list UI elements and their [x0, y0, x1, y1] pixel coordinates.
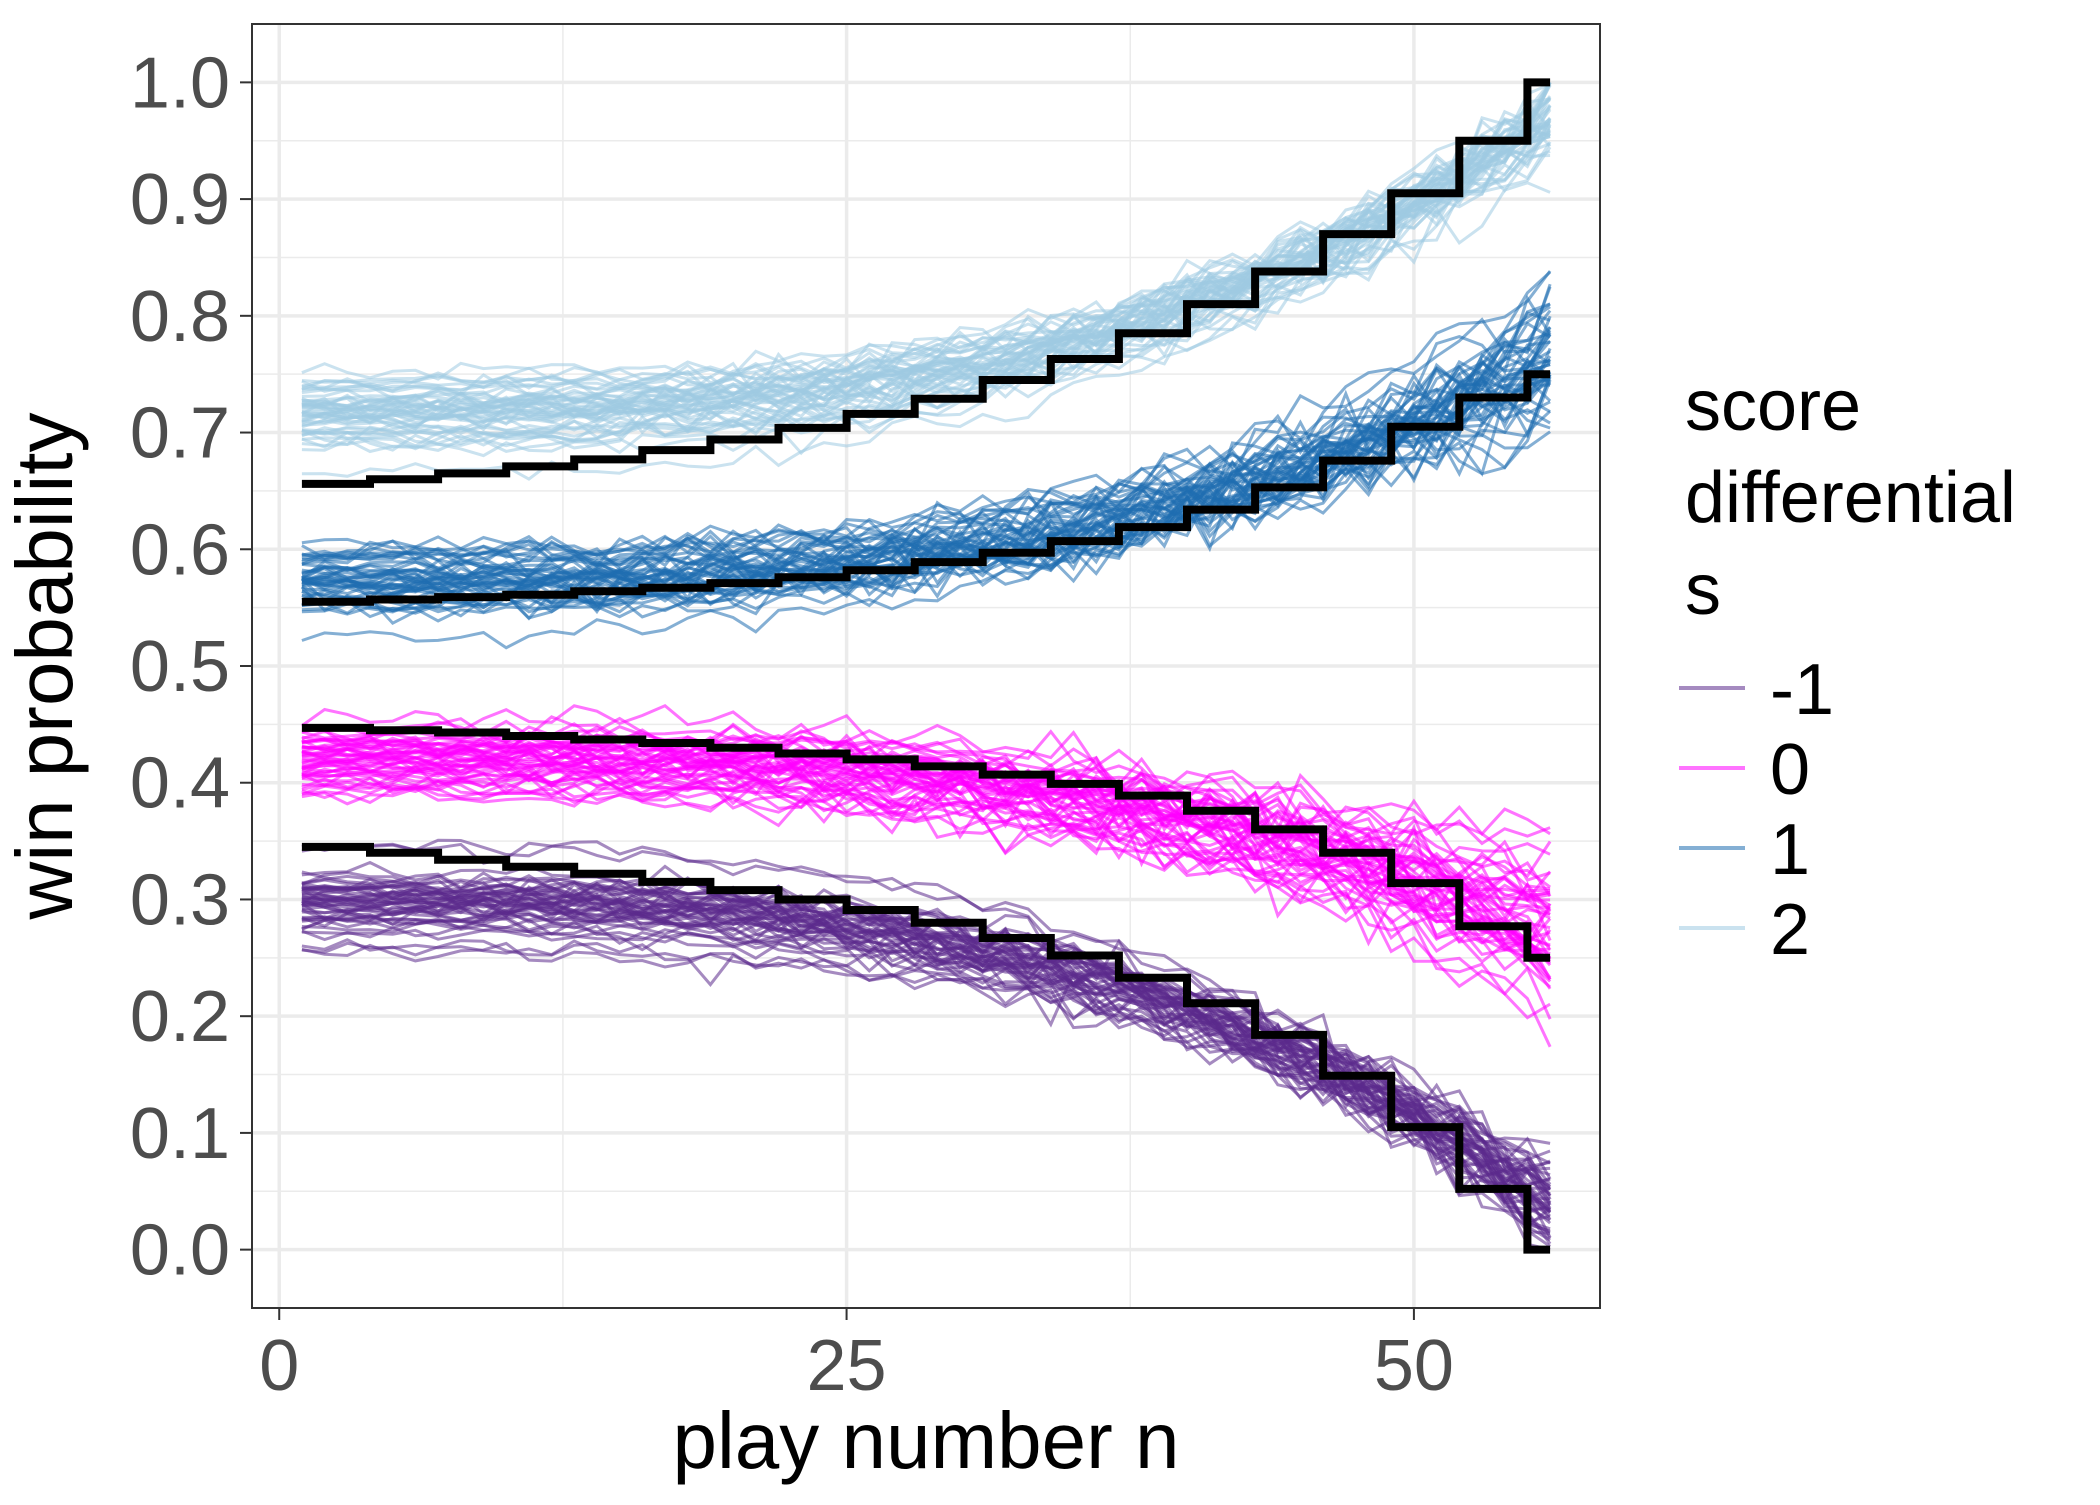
true-step-line-s2 [301, 78, 1551, 488]
x-axis-title: play number n [673, 1396, 1180, 1485]
sim-line-s0 [301, 756, 1552, 1048]
true-step-line-s1 [301, 370, 1551, 606]
sim-line-s0 [301, 737, 1551, 948]
sim-line-s2 [301, 81, 1552, 394]
true-step-line-s0 [301, 723, 1551, 962]
axis-layer: 0.0 0.1 0.2 0.3 0.4 0.5 0.6 0.7 0.8 0.9 1.0 0 25 50 [130, 43, 1454, 1406]
legend-label-s2: 2 [1770, 890, 1810, 970]
sim-line-s-1 [301, 941, 1552, 1225]
x-tick-label: 50 [1374, 1326, 1454, 1406]
sim-line-s-1 [301, 895, 1551, 1177]
sim-line-s0 [301, 703, 1552, 990]
y-tick-label: 0.8 [130, 277, 230, 357]
legend-title-line: score [1685, 366, 1861, 446]
sim-line-s-1 [301, 881, 1551, 1205]
y-tick-label: 0.2 [130, 977, 230, 1057]
y-tick-label: 0.7 [130, 394, 230, 474]
y-tick-label: 0.6 [130, 510, 230, 590]
sim-line-s2 [301, 81, 1552, 402]
x-tick-label: 25 [807, 1326, 887, 1406]
sim-line-s-1 [301, 892, 1552, 1221]
legend-title-line: differential [1685, 458, 2016, 538]
sim-line-s2 [301, 98, 1551, 439]
sim-line-s-1 [301, 925, 1552, 1206]
sim-line-s1 [301, 294, 1552, 571]
y-tick-label: 0.4 [130, 744, 230, 824]
y-tick-label: 1.0 [130, 43, 230, 123]
sim-line-s-1 [301, 899, 1552, 1186]
sim-line-s1 [300, 363, 1551, 603]
sim-line-s1 [301, 370, 1552, 558]
true-win-probability-layer [301, 78, 1551, 1254]
y-tick-label: 0.9 [130, 160, 230, 240]
y-tick-label: 0.0 [130, 1211, 230, 1291]
y-tick-label: 0.1 [130, 1094, 230, 1174]
legend-label-s1: 1 [1770, 810, 1810, 890]
sim-line-s0 [301, 771, 1552, 1020]
legend-title-line: s [1685, 550, 1721, 630]
y-tick-label: 0.3 [130, 860, 230, 940]
y-axis-title: win probability [0, 413, 89, 921]
sim-line-s2 [301, 141, 1552, 389]
sim-line-s0 [301, 747, 1551, 837]
sim-line-s0 [301, 764, 1552, 989]
sim-line-s2 [301, 103, 1552, 455]
sim-line-s0 [301, 776, 1551, 904]
sim-line-s2 [301, 122, 1551, 381]
legend-label-s0: 0 [1770, 730, 1810, 810]
sim-line-s1 [301, 371, 1551, 603]
sim-line-s2 [301, 96, 1552, 429]
x-tick-label: 0 [259, 1326, 299, 1406]
sim-line-s0 [301, 734, 1551, 882]
y-tick-label: 0.5 [130, 627, 230, 707]
legend-label-s-1: -1 [1770, 650, 1834, 730]
sim-line-s1 [301, 302, 1551, 650]
true-step-line-s-1 [301, 842, 1551, 1254]
